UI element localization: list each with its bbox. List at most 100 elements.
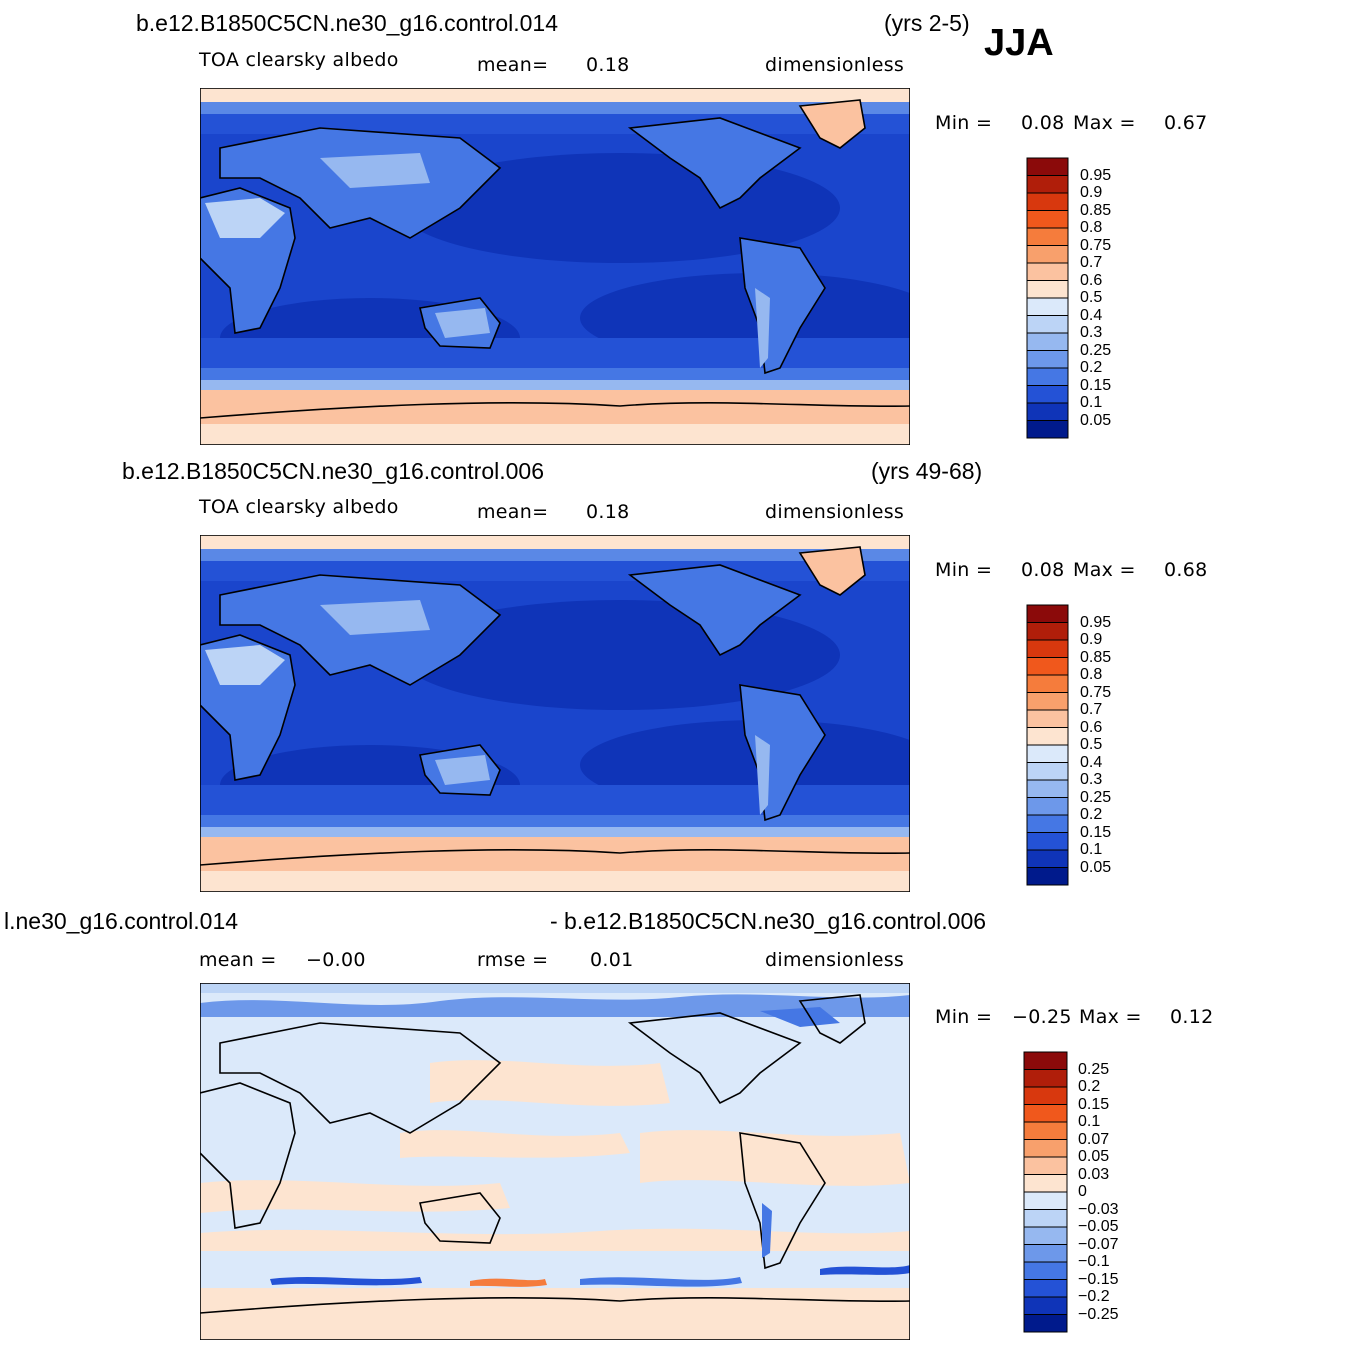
colorbar-label: 0.85 [1080, 201, 1112, 219]
colorbar-swatch [1026, 262, 1069, 281]
colorbar-swatch [1026, 210, 1069, 229]
colorbar-swatch [1023, 1314, 1068, 1333]
colorbar-label: 0.1 [1080, 394, 1103, 411]
colorbar-label: 0.8 [1080, 219, 1103, 236]
colorbar-label: 0.15 [1078, 1095, 1110, 1113]
colorbar-swatch [1026, 779, 1069, 798]
colorbar-swatch [1023, 1069, 1068, 1088]
colorbar-label: −0.03 [1078, 1200, 1119, 1218]
panel1-max-value: 0.67 [1164, 112, 1208, 134]
panel3-units: dimensionless [765, 949, 905, 971]
colorbar-label: −0.15 [1078, 1270, 1119, 1288]
colorbar-label: 0.9 [1080, 631, 1103, 648]
colorbar-swatch [1026, 227, 1069, 246]
colorbar-swatch [1026, 157, 1069, 176]
colorbar-swatch [1026, 709, 1069, 728]
panel2-max-value: 0.68 [1164, 559, 1208, 581]
panel1-max-label: Max = [1073, 112, 1136, 134]
colorbar-swatch [1023, 1174, 1068, 1193]
colorbar-label: 0.5 [1080, 289, 1103, 306]
panel2-case-title: b.e12.B1850C5CN.ne30_g16.control.006 [122, 458, 544, 484]
colorbar-swatch [1026, 297, 1069, 316]
colorbar-swatch [1026, 832, 1069, 851]
colorbar-label: 0 [1078, 1183, 1087, 1200]
colorbar-label: 0.75 [1080, 683, 1112, 701]
colorbar-swatch [1026, 385, 1069, 404]
colorbar-label: 0.4 [1080, 753, 1103, 771]
panel1-units: dimensionless [765, 54, 905, 76]
colorbar-label: 0.3 [1080, 324, 1103, 341]
colorbar-label: 0.4 [1080, 306, 1103, 324]
colorbar-label: 0.75 [1080, 236, 1112, 254]
colorbar-swatch [1023, 1191, 1068, 1210]
panel3-case-title-left: l.ne30_g16.control.014 [4, 908, 239, 934]
colorbar-swatch [1026, 420, 1069, 439]
colorbar-swatch [1026, 315, 1069, 334]
colorbar-label: 0.6 [1080, 718, 1103, 736]
colorbar-swatch [1026, 762, 1069, 781]
colorbar-swatch [1026, 727, 1069, 746]
colorbar-swatch [1026, 622, 1069, 641]
panel2-map [200, 535, 910, 892]
colorbar-label: 0.25 [1078, 1060, 1110, 1078]
colorbar-label: 0.15 [1080, 823, 1112, 841]
colorbar-label: 0.7 [1080, 701, 1103, 718]
panel1-mean-label: mean= [477, 54, 549, 76]
colorbar-swatch [1023, 1296, 1068, 1315]
colorbar-label: 0.05 [1080, 858, 1112, 876]
colorbar-label: 0.9 [1080, 184, 1103, 201]
colorbar-label: −0.25 [1078, 1305, 1119, 1323]
colorbar-label: 0.2 [1080, 806, 1103, 823]
panel1-mean-value: 0.18 [586, 54, 630, 76]
colorbar-swatch [1023, 1139, 1068, 1158]
colorbar-label: 0.85 [1080, 648, 1112, 666]
colorbar-label: 0.25 [1080, 788, 1112, 806]
panel1-case-title: b.e12.B1850C5CN.ne30_g16.control.014 [136, 10, 558, 36]
panel1-years: (yrs 2-5) [884, 10, 970, 36]
panel3-mean-value: −0.00 [306, 949, 366, 971]
panel3-max-value: 0.12 [1170, 1006, 1214, 1028]
panel3-mean-label: mean = [199, 949, 277, 971]
panel3-rmse-label: rmse = [477, 949, 549, 971]
panel2-mean-label: mean= [477, 501, 549, 523]
panel2-years: (yrs 49-68) [871, 458, 983, 484]
panel3-rmse-value: 0.01 [590, 949, 634, 971]
season-title: JJA [984, 22, 1054, 64]
colorbar-swatch [1026, 639, 1069, 658]
colorbar-swatch [1023, 1209, 1068, 1228]
colorbar-swatch [1026, 744, 1069, 763]
colorbar-swatch [1026, 797, 1069, 816]
colorbar-swatch [1026, 867, 1069, 886]
panel1-min-value: 0.08 [1021, 112, 1065, 134]
colorbar-label: 0.7 [1080, 254, 1103, 271]
colorbar-label: −0.07 [1078, 1235, 1119, 1253]
colorbar-label: 0.07 [1078, 1130, 1110, 1148]
colorbar-swatch [1026, 367, 1069, 386]
colorbar-swatch [1026, 692, 1069, 711]
colorbar-swatch [1026, 604, 1069, 623]
colorbar-label: 0.1 [1078, 1113, 1101, 1130]
colorbar-swatch [1023, 1121, 1068, 1140]
colorbar-swatch [1023, 1051, 1068, 1070]
colorbar-swatch [1023, 1086, 1068, 1105]
colorbar-label: 0.25 [1080, 341, 1112, 359]
panel1-colorbar [1026, 157, 1069, 439]
panel2-colorbar [1026, 604, 1069, 886]
colorbar-swatch [1023, 1156, 1068, 1175]
colorbar-swatch [1023, 1261, 1068, 1280]
colorbar-label: 0.03 [1078, 1165, 1110, 1183]
colorbar-swatch [1026, 674, 1069, 693]
panel3-colorbar [1023, 1051, 1068, 1333]
colorbar-swatch [1023, 1104, 1068, 1123]
colorbar-label: −0.05 [1078, 1218, 1119, 1235]
colorbar-swatch [1023, 1226, 1068, 1245]
colorbar-swatch [1026, 350, 1069, 369]
colorbar-label: 0.2 [1078, 1078, 1101, 1095]
colorbar-swatch [1026, 192, 1069, 211]
panel2-max-label: Max = [1073, 559, 1136, 581]
colorbar-label: 0.6 [1080, 271, 1103, 289]
colorbar-label: −0.1 [1078, 1253, 1110, 1270]
colorbar-label: 0.8 [1080, 666, 1103, 683]
colorbar-label: −0.2 [1078, 1288, 1110, 1305]
colorbar-label: 0.1 [1080, 841, 1103, 858]
